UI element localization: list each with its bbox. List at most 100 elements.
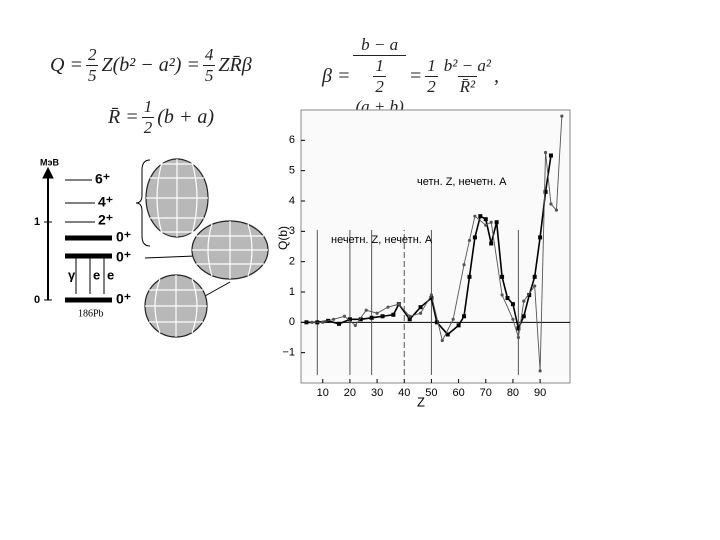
- pointer-arrow: [204, 281, 231, 297]
- fraction: b² − a² R̄²: [444, 56, 491, 97]
- formula-text: 2: [141, 117, 155, 137]
- point: [521, 314, 526, 319]
- point: [397, 302, 401, 306]
- formula-text: 1: [143, 97, 153, 116]
- formula-text: 2: [87, 45, 97, 64]
- unit-label: МэВ: [40, 157, 59, 167]
- point: [527, 293, 532, 298]
- point: [332, 317, 336, 321]
- point: [554, 208, 559, 212]
- level-label: 0⁺: [116, 229, 131, 245]
- formula-text: 2: [373, 76, 386, 96]
- point: [418, 305, 423, 310]
- formula-text: Q =: [50, 54, 83, 76]
- formula-text: Z(b² − a²) =: [101, 54, 200, 76]
- arrow-head: [42, 166, 54, 179]
- brace: [135, 159, 151, 247]
- annotation: нечетн. Z, нечетн. A: [331, 234, 433, 246]
- transition-label: e: [107, 267, 114, 282]
- formula-text: 5: [85, 65, 99, 85]
- point: [310, 320, 314, 324]
- transition-label: γ: [68, 267, 76, 282]
- formula-text: ZR̄β: [218, 54, 252, 76]
- formula-text: ,: [493, 64, 499, 87]
- point: [407, 317, 412, 322]
- point: [467, 238, 472, 243]
- formula-text: =: [408, 64, 423, 87]
- annotation: четн. Z, нечетн. A: [417, 176, 507, 188]
- mesh: [145, 275, 207, 337]
- point: [484, 223, 488, 227]
- point: [483, 217, 488, 222]
- point: [510, 302, 515, 307]
- point: [543, 150, 548, 155]
- y-tick-label: 1: [289, 286, 295, 298]
- point: [434, 320, 439, 325]
- point: [429, 293, 434, 297]
- y-tick-label: −1: [282, 347, 295, 359]
- point: [358, 317, 363, 322]
- level-label: 0⁺: [116, 249, 131, 265]
- formula-text: b² − a²: [443, 55, 491, 75]
- point: [456, 323, 461, 328]
- x-tick-label: 30: [371, 387, 383, 399]
- formula-text: (b + a): [157, 106, 215, 128]
- point: [516, 335, 520, 340]
- level-label: 6⁺: [95, 171, 110, 187]
- point: [304, 320, 309, 325]
- y-tick-label: 6: [289, 134, 295, 146]
- mesh: [146, 159, 208, 237]
- x-tick-label: 50: [425, 387, 437, 399]
- point: [391, 312, 396, 317]
- point: [418, 311, 423, 315]
- point: [500, 293, 504, 297]
- point: [380, 314, 385, 319]
- formula-text: 1: [375, 56, 384, 75]
- plot-area: [300, 109, 571, 384]
- point: [533, 284, 537, 288]
- point: [511, 317, 515, 321]
- point: [321, 320, 325, 324]
- level-diagram: [42, 159, 231, 303]
- point: [549, 202, 553, 206]
- point: [375, 311, 379, 315]
- x-tick-label: 40: [398, 387, 410, 399]
- point: [538, 369, 542, 373]
- y-tick-label: 0: [289, 316, 295, 328]
- point: [543, 189, 548, 194]
- x-tick-label: 70: [480, 387, 492, 399]
- point: [473, 214, 477, 218]
- point: [532, 274, 537, 279]
- y-tick-label: 2: [289, 256, 295, 268]
- y-tick-label: 3: [289, 225, 295, 237]
- point: [364, 308, 368, 312]
- y-tick-label: 5: [289, 165, 295, 177]
- mesh: [192, 221, 268, 279]
- formula-text: β =: [322, 64, 351, 87]
- pointer-arrow: [144, 255, 196, 259]
- point: [467, 274, 472, 279]
- y-tick-label: 4: [289, 195, 295, 207]
- axis-label: 1: [34, 216, 40, 228]
- point: [451, 317, 455, 321]
- transition-label: e: [93, 267, 100, 282]
- point: [347, 317, 352, 322]
- point: [342, 314, 347, 318]
- formula-text: b − a: [361, 35, 399, 54]
- level-label: 0⁺: [116, 291, 131, 307]
- point: [489, 220, 493, 224]
- point: [489, 241, 494, 246]
- x-tick-label: 60: [452, 387, 464, 399]
- point: [337, 321, 342, 326]
- point: [494, 220, 499, 225]
- axis-label: 0: [34, 294, 40, 306]
- point: [472, 235, 477, 240]
